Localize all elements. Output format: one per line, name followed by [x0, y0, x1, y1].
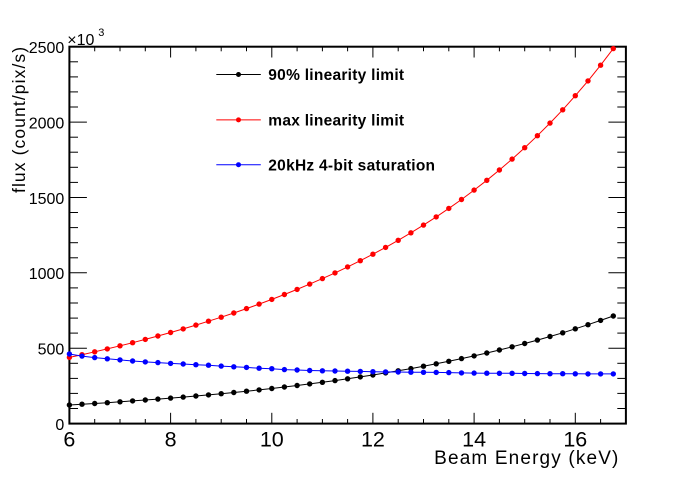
svg-text:2000: 2000	[29, 116, 65, 133]
svg-text:10: 10	[260, 428, 284, 452]
svg-text:Beam Energy (keV): Beam Energy (keV)	[434, 448, 619, 469]
svg-text:×10: ×10	[67, 32, 94, 49]
svg-text:1500: 1500	[29, 191, 65, 208]
svg-text:max linearity limit: max linearity limit	[268, 113, 404, 130]
svg-text:500: 500	[38, 342, 65, 359]
svg-text:20kHz 4-bit saturation: 20kHz 4-bit saturation	[268, 157, 435, 174]
svg-text:1000: 1000	[29, 266, 65, 283]
svg-text:2500: 2500	[29, 40, 65, 57]
svg-text:8: 8	[165, 428, 177, 452]
svg-text:6: 6	[63, 428, 75, 452]
svg-text:flux (count/pix/s): flux (count/pix/s)	[9, 46, 29, 193]
svg-text:3: 3	[98, 27, 104, 39]
svg-text:90% linearity limit: 90% linearity limit	[268, 67, 404, 84]
svg-text:14: 14	[462, 428, 486, 452]
svg-text:0: 0	[55, 417, 64, 434]
svg-text:16: 16	[563, 428, 587, 452]
svg-text:12: 12	[361, 428, 385, 452]
